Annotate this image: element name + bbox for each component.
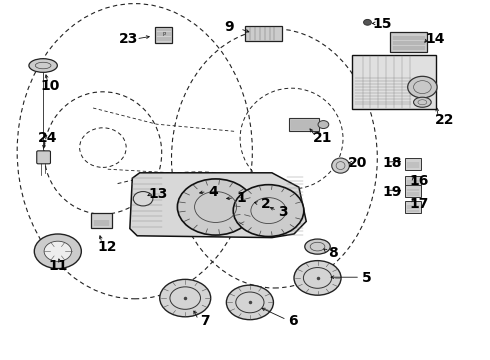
Text: 4: 4 [208, 185, 218, 198]
PathPatch shape [130, 173, 306, 238]
Text: 7: 7 [200, 314, 210, 328]
FancyBboxPatch shape [390, 32, 427, 52]
Text: 2: 2 [261, 198, 270, 211]
FancyBboxPatch shape [245, 26, 282, 41]
Circle shape [177, 179, 254, 235]
FancyBboxPatch shape [405, 201, 421, 213]
Circle shape [226, 285, 273, 320]
Text: 9: 9 [224, 20, 234, 34]
Circle shape [408, 76, 437, 98]
Text: 6: 6 [288, 314, 298, 328]
Text: 15: 15 [372, 18, 392, 31]
Text: 16: 16 [410, 174, 429, 188]
Circle shape [294, 261, 341, 295]
Ellipse shape [29, 59, 57, 72]
Ellipse shape [414, 97, 431, 107]
FancyBboxPatch shape [405, 185, 421, 197]
Circle shape [44, 241, 72, 261]
Text: 20: 20 [348, 156, 368, 170]
Text: 17: 17 [410, 198, 429, 211]
Ellipse shape [332, 158, 349, 173]
Circle shape [233, 185, 304, 237]
Ellipse shape [305, 239, 330, 254]
FancyBboxPatch shape [405, 158, 421, 170]
Text: 19: 19 [382, 185, 402, 198]
Circle shape [133, 192, 153, 206]
Text: 5: 5 [362, 271, 371, 285]
Text: 8: 8 [328, 246, 338, 260]
Text: 14: 14 [425, 32, 445, 46]
Text: 18: 18 [382, 156, 402, 170]
Circle shape [364, 19, 371, 25]
FancyBboxPatch shape [91, 213, 112, 228]
Text: 23: 23 [119, 32, 138, 46]
Text: 24: 24 [38, 131, 58, 144]
FancyBboxPatch shape [352, 55, 436, 109]
Text: 3: 3 [278, 205, 288, 219]
Text: 21: 21 [313, 131, 332, 144]
FancyBboxPatch shape [37, 151, 50, 164]
FancyBboxPatch shape [289, 118, 319, 131]
Text: P: P [162, 32, 165, 37]
Ellipse shape [318, 121, 329, 129]
Text: 22: 22 [435, 113, 455, 126]
FancyBboxPatch shape [405, 176, 421, 188]
Text: 10: 10 [40, 80, 60, 93]
Circle shape [34, 234, 81, 269]
Text: 11: 11 [48, 259, 68, 273]
Circle shape [160, 279, 211, 317]
Text: 12: 12 [97, 240, 117, 253]
FancyBboxPatch shape [155, 27, 172, 43]
Text: 1: 1 [236, 191, 246, 205]
Text: 13: 13 [148, 187, 168, 201]
